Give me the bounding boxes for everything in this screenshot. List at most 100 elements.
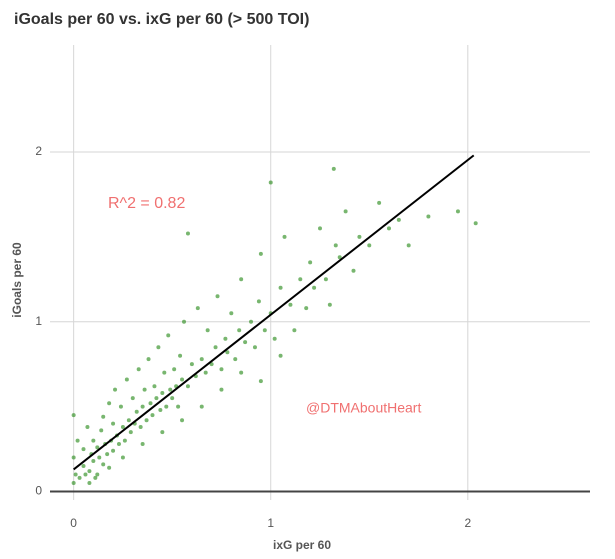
point (308, 260, 313, 265)
point (124, 377, 129, 382)
point (128, 430, 133, 435)
point (75, 438, 80, 443)
point (239, 370, 244, 375)
y-tick-label: 2 (35, 144, 42, 158)
point (87, 469, 92, 474)
point (282, 234, 287, 239)
point (126, 418, 131, 423)
point (426, 214, 431, 219)
point (292, 328, 297, 333)
point (144, 418, 149, 423)
point (189, 362, 194, 367)
point (160, 430, 165, 435)
point (150, 413, 155, 418)
point (182, 319, 187, 324)
point (83, 472, 88, 477)
point (318, 226, 322, 231)
point (258, 379, 263, 384)
point (93, 475, 98, 480)
point (160, 391, 165, 396)
point (105, 452, 110, 457)
point (288, 302, 293, 307)
point (333, 243, 338, 248)
point (396, 217, 401, 222)
point (120, 455, 125, 460)
point (136, 367, 141, 372)
chart-title: iGoals per 60 vs. ixG per 60 (> 500 TOI) (14, 11, 309, 28)
point (87, 481, 92, 486)
point (205, 328, 210, 333)
point (225, 350, 230, 355)
point (178, 353, 183, 358)
x-tick-label: 0 (70, 516, 77, 530)
point (406, 243, 411, 248)
point (152, 384, 157, 389)
point (219, 387, 224, 392)
point (95, 445, 100, 450)
point (331, 166, 336, 171)
point (223, 336, 228, 341)
point (243, 340, 248, 345)
point (91, 438, 96, 443)
annotation: @DTMAboutHeart (306, 400, 421, 416)
point (118, 404, 123, 409)
point (386, 226, 391, 231)
point (158, 408, 163, 413)
point (258, 251, 263, 256)
point (140, 441, 145, 446)
x-axis-label: ixG per 60 (273, 538, 331, 552)
point (164, 404, 169, 409)
point (377, 200, 382, 205)
trend-line (73, 154, 475, 471)
point (154, 396, 159, 401)
point (101, 414, 106, 419)
point (71, 481, 76, 486)
point (268, 180, 273, 185)
point (327, 302, 332, 307)
point (195, 306, 200, 311)
point (162, 370, 167, 375)
point (71, 455, 76, 460)
point (170, 396, 175, 401)
point (116, 441, 121, 446)
y-axis-label: iGoals per 60 (10, 242, 24, 318)
point (107, 401, 112, 406)
point (166, 333, 171, 338)
point (323, 277, 328, 282)
point (134, 409, 139, 414)
point (312, 285, 317, 290)
point (473, 221, 478, 226)
point (199, 404, 204, 409)
point (113, 387, 118, 392)
point (278, 353, 283, 358)
point (91, 458, 96, 463)
point (107, 465, 112, 470)
point (97, 455, 102, 460)
point (351, 268, 356, 273)
point (120, 424, 125, 429)
point (219, 367, 224, 372)
point (111, 421, 116, 426)
point (111, 448, 116, 453)
point (239, 277, 244, 282)
point (168, 387, 173, 392)
point (304, 306, 309, 311)
point (343, 209, 348, 214)
point (95, 472, 100, 477)
point (176, 404, 181, 409)
y-tick-label: 1 (35, 314, 42, 328)
point (99, 428, 104, 433)
point (73, 472, 78, 477)
x-tick-label: 1 (267, 516, 274, 530)
point (278, 285, 283, 290)
point (199, 357, 204, 362)
point (81, 464, 86, 469)
point (229, 311, 234, 316)
point (237, 328, 242, 333)
point (142, 387, 147, 392)
point (85, 424, 90, 429)
point (180, 377, 185, 382)
point (148, 401, 153, 406)
point (185, 231, 190, 236)
